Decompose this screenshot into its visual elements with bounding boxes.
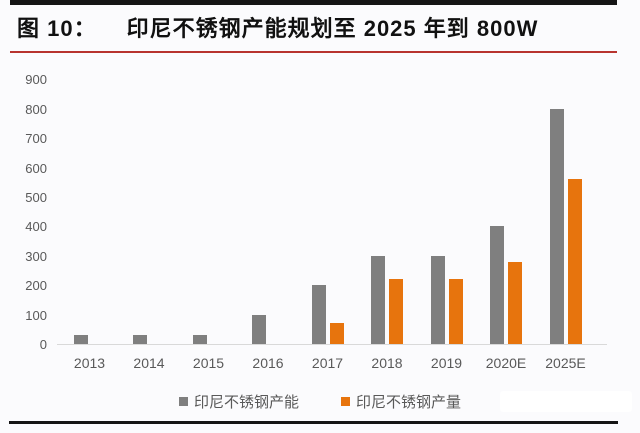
x-tick-label-2017: 2017 bbox=[311, 355, 344, 371]
bar-production-2018 bbox=[389, 279, 403, 344]
bar-production-2017 bbox=[329, 323, 344, 344]
x-tick-label-2014: 2014 bbox=[133, 355, 165, 371]
bar-capacity-2017 bbox=[311, 285, 326, 344]
y-tick-label: 700 bbox=[25, 131, 47, 147]
figure-number: 图 10： bbox=[17, 16, 97, 41]
bar-capacity-2016 bbox=[252, 314, 266, 344]
y-tick-label: 400 bbox=[25, 219, 47, 235]
figure-title-text: 印尼不锈钢产能规划至 2025 年到 800W bbox=[126, 16, 539, 41]
bar-capacity-2014 bbox=[133, 335, 147, 344]
plot-area bbox=[57, 70, 607, 345]
legend-swatch-production bbox=[341, 396, 350, 406]
y-tick-label: 800 bbox=[25, 101, 47, 117]
x-tick-label-2025E: 2025E bbox=[545, 355, 586, 371]
legend-label-production: 印尼不锈钢产量 bbox=[356, 393, 462, 411]
x-tick-label-2020E: 2020E bbox=[485, 355, 527, 371]
y-tick-label: 100 bbox=[25, 307, 47, 323]
legend-label-capacity: 印尼不锈钢产能 bbox=[193, 393, 299, 411]
bar-capacity-2020E bbox=[490, 226, 504, 344]
y-tick-label: 900 bbox=[25, 72, 47, 88]
y-tick-label: 500 bbox=[25, 190, 47, 205]
title-divider-rule bbox=[10, 51, 617, 53]
legend-swatch-capacity bbox=[178, 396, 188, 406]
x-tick-label-2015: 2015 bbox=[192, 355, 225, 371]
y-tick-label: 200 bbox=[25, 278, 47, 294]
y-tick-label: 0 bbox=[39, 337, 47, 352]
bar-capacity-2015 bbox=[192, 335, 207, 344]
y-tick-label: 600 bbox=[25, 160, 47, 176]
bar-capacity-2018 bbox=[371, 255, 385, 344]
x-tick-label-2018: 2018 bbox=[371, 355, 403, 371]
x-tick-label-2019: 2019 bbox=[430, 355, 463, 371]
bar-production-2025E bbox=[567, 179, 582, 344]
x-tick-label-2013: 2013 bbox=[73, 355, 106, 371]
legend-item-production: 印尼不锈钢产量 bbox=[341, 391, 461, 412]
bottom-frame-bar bbox=[9, 421, 618, 424]
x-axis-line bbox=[57, 344, 607, 345]
x-tick-label-2016: 2016 bbox=[252, 355, 284, 371]
bar-capacity-2025E bbox=[549, 108, 564, 344]
chart-legend: 印尼不锈钢产能 印尼不锈钢产量 bbox=[0, 391, 640, 411]
top-frame-bar bbox=[10, 0, 617, 5]
bar-capacity-2013 bbox=[73, 335, 88, 344]
bar-production-2019 bbox=[448, 279, 463, 344]
legend-item-capacity: 印尼不锈钢产能 bbox=[178, 391, 299, 412]
watermark bbox=[500, 391, 632, 412]
y-tick-label: 300 bbox=[25, 248, 47, 264]
figure-title: 图 10： 印尼不锈钢产能规划至 2025 年到 800W bbox=[17, 11, 617, 41]
bar-production-2020E bbox=[508, 261, 522, 344]
bar-capacity-2019 bbox=[430, 255, 445, 344]
